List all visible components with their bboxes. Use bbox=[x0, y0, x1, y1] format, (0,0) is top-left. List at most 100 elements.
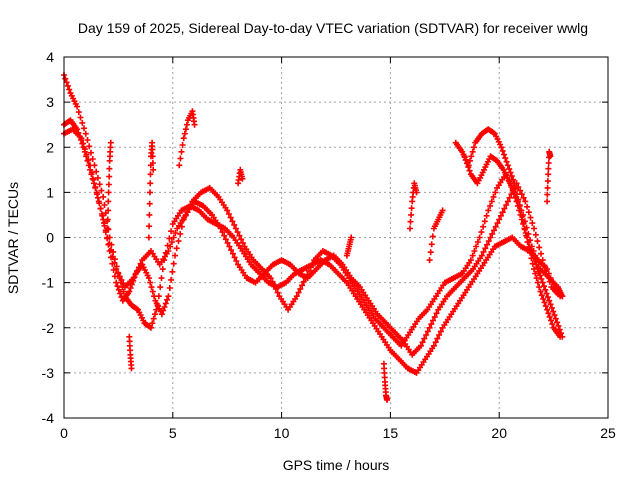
data-point bbox=[149, 146, 156, 153]
data-point bbox=[165, 293, 172, 300]
data-point bbox=[153, 306, 160, 313]
data-point bbox=[150, 166, 157, 173]
data-point bbox=[424, 328, 431, 335]
data-point bbox=[117, 290, 124, 297]
data-point bbox=[105, 189, 112, 196]
data-point bbox=[127, 347, 134, 354]
data-point bbox=[461, 153, 468, 160]
data-point bbox=[79, 119, 86, 126]
data-point bbox=[520, 221, 527, 227]
data-point bbox=[164, 296, 171, 303]
data-point bbox=[84, 137, 91, 143]
axis-ticks bbox=[63, 56, 609, 419]
data-point bbox=[465, 164, 472, 171]
data-point bbox=[535, 268, 542, 275]
data-point bbox=[433, 310, 440, 317]
data-point bbox=[94, 174, 101, 181]
data-point bbox=[507, 169, 514, 176]
data-point bbox=[539, 279, 546, 286]
data-point bbox=[166, 285, 173, 291]
data-point bbox=[471, 144, 477, 151]
data-point bbox=[90, 176, 97, 183]
data-point bbox=[132, 271, 139, 278]
data-point bbox=[541, 262, 548, 269]
data-point bbox=[438, 209, 445, 216]
data-point bbox=[492, 223, 499, 230]
data-point bbox=[534, 265, 541, 272]
data-point bbox=[548, 304, 555, 311]
data-point bbox=[434, 335, 441, 342]
data-point bbox=[508, 184, 515, 190]
data-point bbox=[476, 234, 483, 241]
data-point bbox=[408, 211, 415, 218]
data-point bbox=[94, 191, 101, 198]
data-point bbox=[78, 135, 85, 142]
data-point bbox=[135, 264, 142, 271]
data-point bbox=[542, 303, 549, 310]
data-point bbox=[152, 311, 158, 318]
data-point bbox=[551, 312, 558, 319]
data-point bbox=[269, 278, 276, 285]
data-point bbox=[89, 156, 96, 162]
data-point bbox=[165, 248, 172, 254]
data-point bbox=[85, 156, 92, 163]
data-point bbox=[77, 114, 84, 121]
data-point bbox=[498, 144, 505, 151]
data-point bbox=[64, 82, 71, 89]
data-point bbox=[544, 184, 551, 191]
data-point bbox=[549, 321, 556, 328]
data-point bbox=[485, 238, 492, 245]
data-point bbox=[107, 144, 114, 151]
data-point bbox=[228, 247, 235, 254]
data-point bbox=[236, 232, 243, 239]
data-point bbox=[559, 333, 566, 340]
x-tick-label: 5 bbox=[169, 425, 177, 441]
data-point bbox=[525, 209, 532, 216]
data-point bbox=[487, 202, 494, 209]
data-point bbox=[150, 315, 157, 322]
data-point bbox=[534, 238, 541, 245]
data-point bbox=[492, 189, 499, 196]
data-point bbox=[413, 187, 419, 194]
data-point bbox=[421, 335, 428, 342]
y-axis-label: SDTVAR / TECUs bbox=[5, 182, 21, 294]
data-point bbox=[182, 126, 189, 133]
data-point bbox=[481, 218, 488, 225]
data-point bbox=[80, 140, 87, 147]
data-point bbox=[104, 234, 111, 241]
data-point bbox=[170, 234, 177, 241]
x-tick-label: 0 bbox=[60, 425, 68, 441]
data-point bbox=[484, 241, 490, 248]
data-point bbox=[434, 218, 441, 225]
data-point bbox=[464, 160, 470, 167]
data-point bbox=[544, 273, 551, 280]
data-point bbox=[226, 243, 233, 250]
data-point bbox=[488, 198, 495, 205]
data-point bbox=[478, 229, 485, 236]
data-point bbox=[149, 288, 156, 295]
data-point bbox=[544, 306, 551, 313]
data-point bbox=[417, 342, 424, 349]
data-point bbox=[524, 234, 531, 241]
data-point bbox=[63, 79, 70, 86]
data-point bbox=[149, 160, 156, 166]
data-point bbox=[96, 181, 103, 188]
data-point bbox=[531, 258, 538, 264]
data-point bbox=[151, 293, 158, 300]
data-point bbox=[118, 276, 125, 283]
data-point bbox=[234, 229, 241, 236]
data-point bbox=[501, 151, 507, 158]
data-point bbox=[536, 244, 543, 251]
data-point bbox=[544, 294, 551, 301]
data-point bbox=[513, 198, 520, 205]
data-point bbox=[309, 260, 316, 267]
data-point bbox=[426, 257, 433, 264]
data-point bbox=[98, 187, 105, 194]
data-point bbox=[554, 319, 561, 326]
data-point bbox=[161, 304, 168, 310]
data-point bbox=[158, 311, 165, 318]
data-point bbox=[537, 272, 544, 279]
data-point bbox=[160, 307, 167, 314]
data-point bbox=[538, 276, 545, 282]
data-point bbox=[114, 283, 121, 290]
